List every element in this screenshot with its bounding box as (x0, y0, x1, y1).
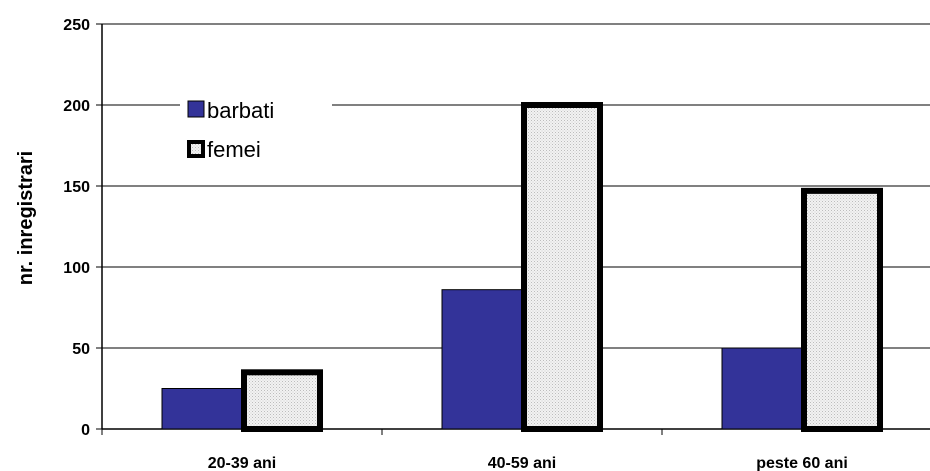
legend-swatch-femei (187, 140, 205, 158)
legend: barbati femei (180, 90, 332, 174)
legend-label-barbati: barbati (207, 98, 274, 123)
bars (161, 102, 883, 432)
y-tick-label: 250 (63, 17, 90, 34)
bar-femei (521, 102, 603, 432)
bar-femei (801, 187, 883, 432)
y-tick-label: 100 (63, 260, 90, 277)
bar-barbati (721, 347, 803, 430)
x-tick-label: peste 60 ani (756, 455, 848, 471)
legend-label-femei: femei (207, 137, 261, 162)
legend-swatch-barbati (187, 100, 205, 118)
bar-barbati (161, 388, 243, 430)
bar-femei (241, 369, 323, 432)
x-tick-label: 40-59 ani (488, 455, 556, 471)
y-tick-label: 150 (63, 179, 90, 196)
y-axis-title: nr. inregistrari (15, 151, 37, 286)
legend-box (180, 90, 332, 174)
x-tick-label: 20-39 ani (208, 455, 276, 471)
y-tick-label: 0 (81, 422, 90, 439)
y-tick-label: 200 (63, 98, 90, 115)
y-tick-label: 50 (72, 341, 90, 358)
tick-labels: 0 50 100 150 200 250 20-39 ani 40-59 ani peste 6… (63, 17, 848, 471)
bar-barbati (441, 289, 523, 430)
